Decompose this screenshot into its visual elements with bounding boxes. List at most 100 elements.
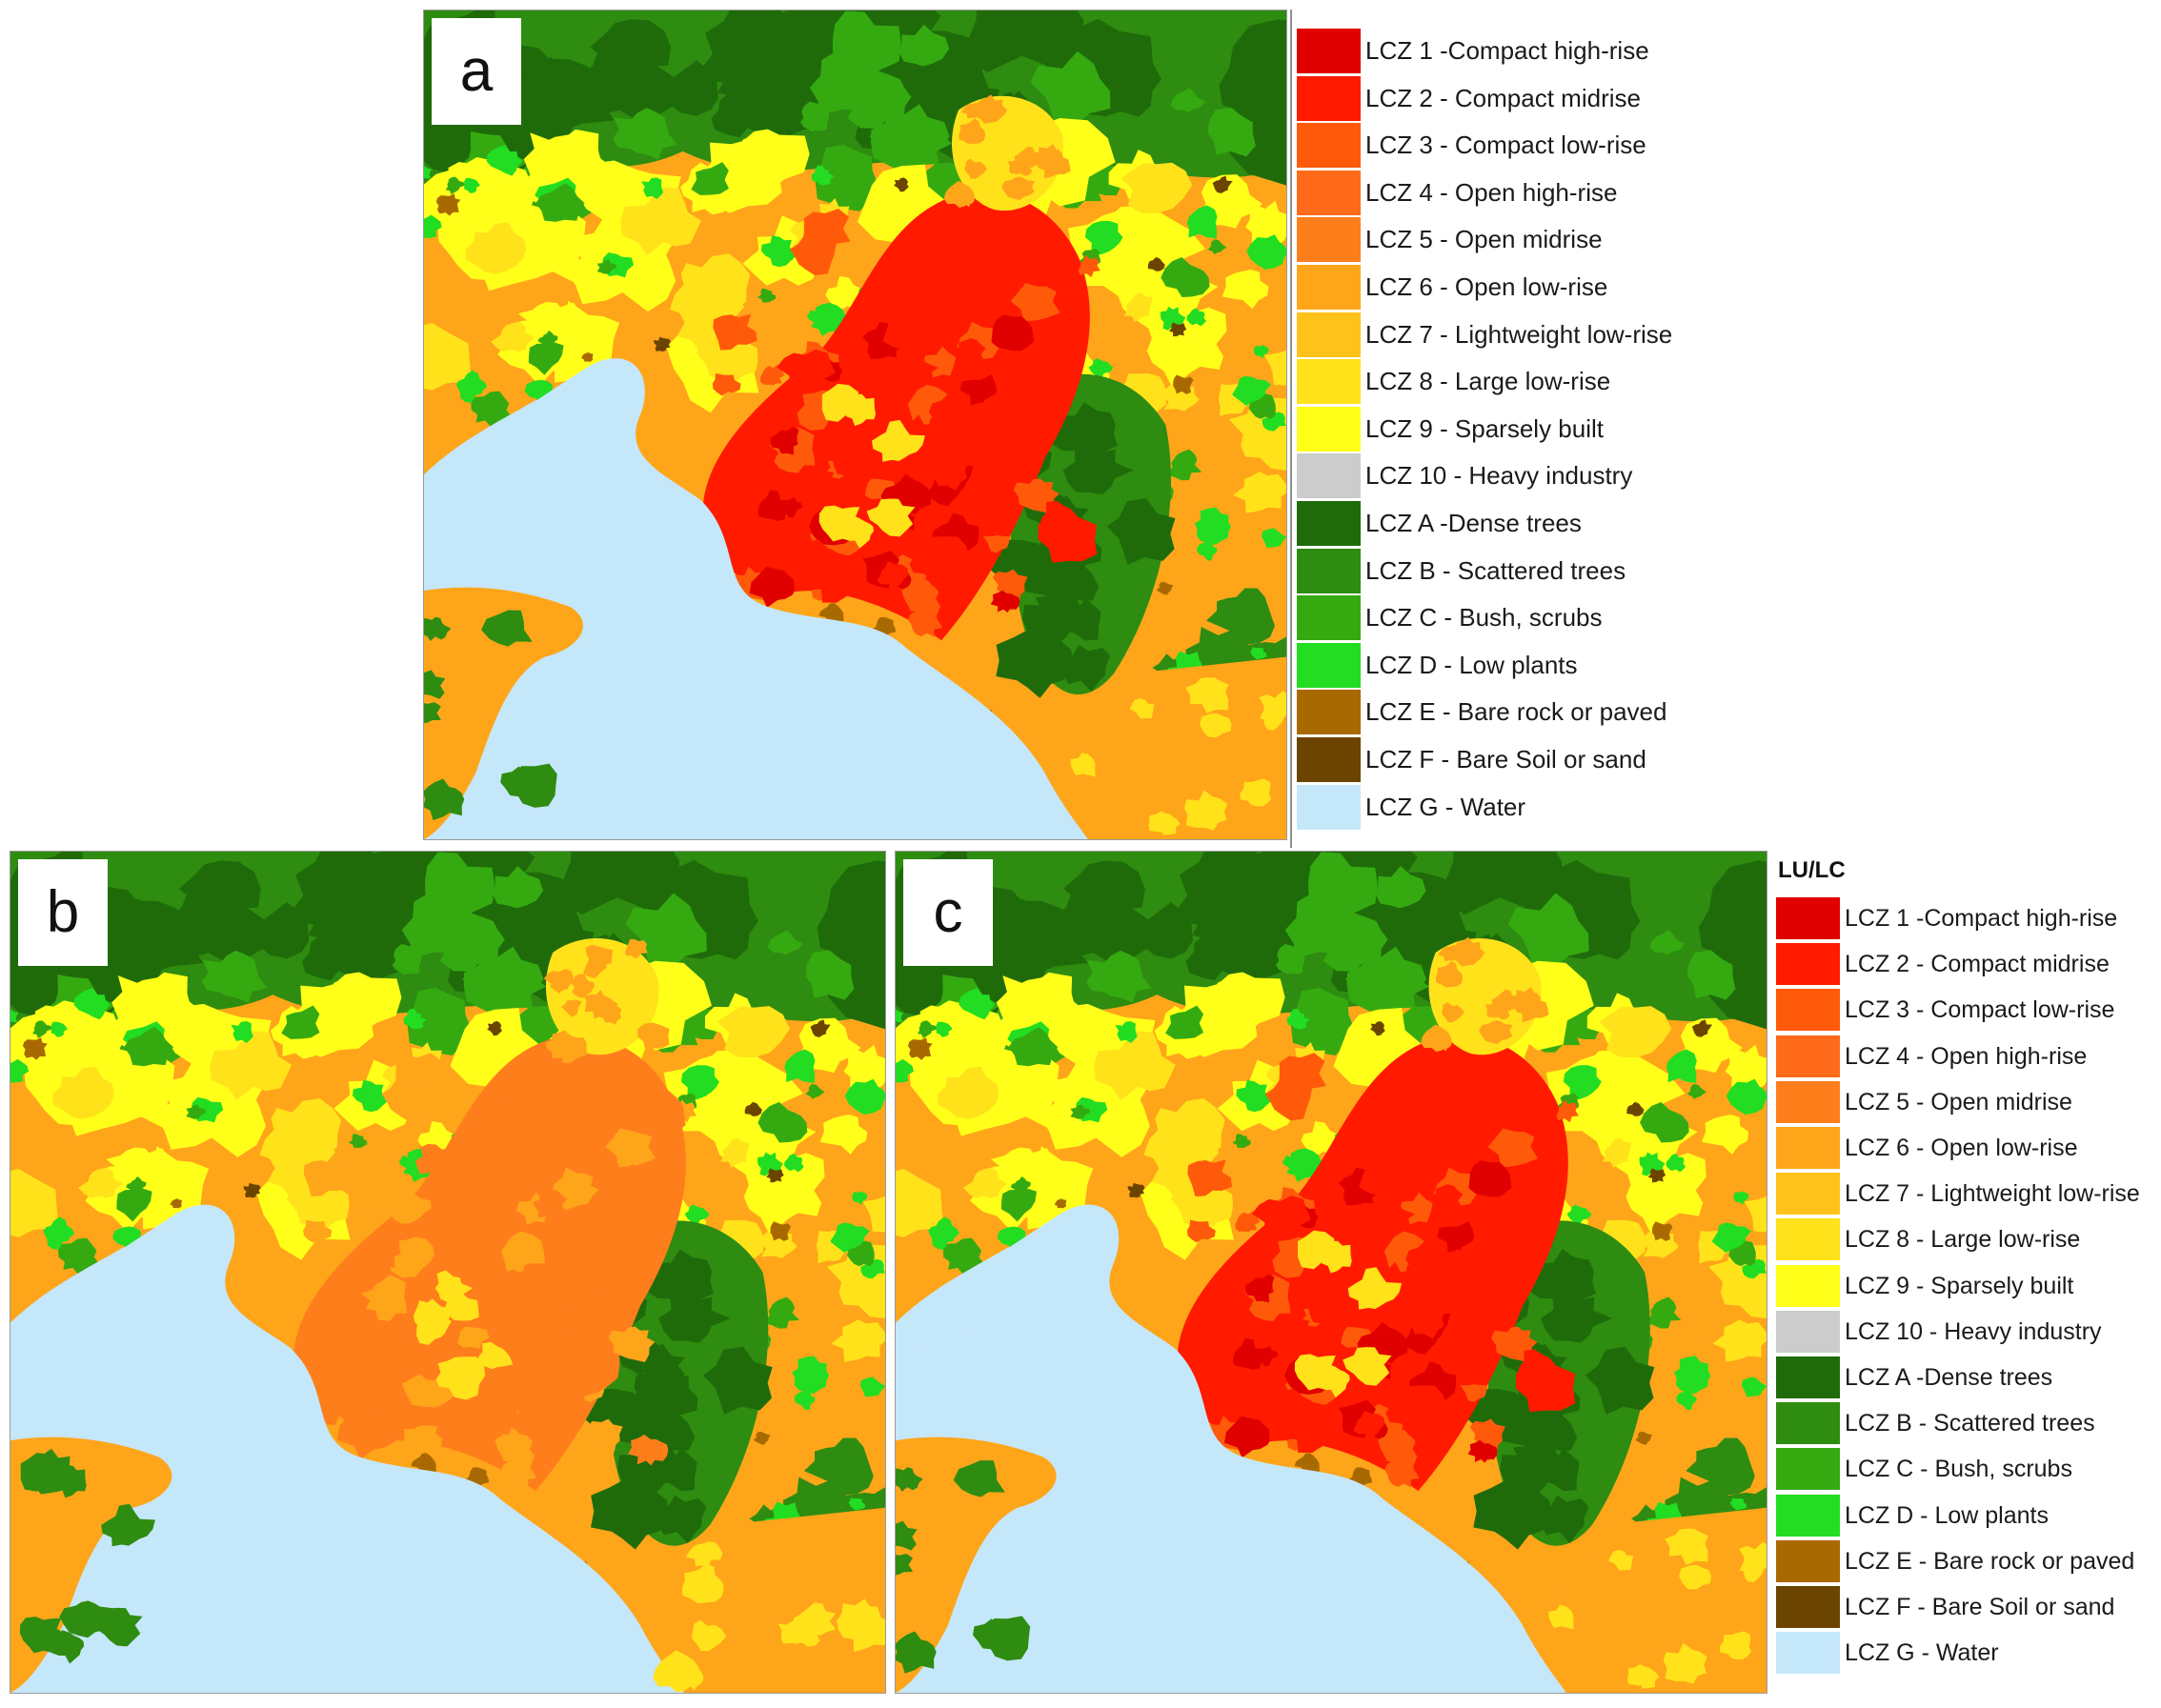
compact-midrise bbox=[952, 337, 986, 371]
forest-dense bbox=[70, 898, 170, 994]
urban-rim bbox=[303, 1219, 333, 1243]
low-plants bbox=[398, 1155, 415, 1170]
bush bbox=[348, 1134, 368, 1148]
low-plants bbox=[1246, 234, 1286, 271]
large-lowrise bbox=[1123, 292, 1153, 323]
low-plants bbox=[1115, 1021, 1138, 1043]
low-plants bbox=[928, 1216, 959, 1251]
legend-label: LCZ G - Water bbox=[1845, 1639, 1999, 1667]
bush bbox=[691, 162, 729, 195]
lcz-map-c bbox=[896, 852, 1767, 1693]
open-midrise bbox=[495, 1288, 563, 1346]
lowplants-se bbox=[848, 1497, 866, 1511]
forest-east-dense bbox=[1540, 1495, 1589, 1544]
lowplants-se bbox=[1194, 507, 1231, 545]
urban-rim bbox=[760, 364, 785, 386]
legend-label: LCZ 2 - Compact midrise bbox=[1845, 951, 2110, 978]
bare-soil bbox=[1691, 1019, 1713, 1037]
urban-north-mix bbox=[545, 1030, 581, 1059]
compact-midrise bbox=[1403, 1299, 1445, 1339]
urban-north-mix bbox=[560, 999, 582, 1017]
forest-east-dense bbox=[1473, 1481, 1552, 1550]
legend-label: LCZ E - Bare rock or paved bbox=[1845, 1547, 2135, 1575]
bare-rock bbox=[1635, 1431, 1652, 1445]
low-plants bbox=[844, 1078, 885, 1115]
urban-rim bbox=[1469, 1418, 1505, 1448]
bush bbox=[1070, 1104, 1091, 1119]
bush bbox=[1640, 1101, 1689, 1143]
urban-rim bbox=[982, 534, 1011, 553]
map-panel-a: a bbox=[423, 10, 1287, 840]
lowplants-se bbox=[1197, 542, 1218, 561]
bush bbox=[1686, 1083, 1707, 1099]
panel-label-a: a bbox=[432, 18, 521, 125]
large-lowrise-core bbox=[1347, 1267, 1403, 1310]
peninsula-forest bbox=[25, 1448, 77, 1495]
open-midrise bbox=[507, 1407, 538, 1437]
bush bbox=[596, 259, 617, 274]
legend-swatch bbox=[1776, 943, 1840, 986]
compact-midrise bbox=[909, 536, 969, 589]
bush bbox=[764, 1296, 800, 1329]
compact-midrise bbox=[805, 464, 835, 491]
large-lowrise-core bbox=[413, 1298, 452, 1330]
urban-rim bbox=[381, 1076, 429, 1121]
low-plants bbox=[1160, 306, 1186, 331]
bush bbox=[445, 176, 465, 195]
large-lowrise bbox=[620, 187, 701, 256]
low-plants bbox=[959, 988, 996, 1020]
forest-dense bbox=[1219, 19, 1286, 145]
compact-midrise bbox=[882, 311, 925, 351]
large-lowrise bbox=[719, 1137, 750, 1169]
forest-east-dense bbox=[1513, 1437, 1559, 1477]
compact-midrise bbox=[1385, 1385, 1445, 1438]
lowplants-se bbox=[1729, 1497, 1747, 1511]
forest-scattered bbox=[401, 893, 485, 957]
forest-se bbox=[1686, 1437, 1755, 1496]
bush bbox=[471, 391, 513, 427]
lowplants-se bbox=[1676, 1391, 1697, 1411]
legend-label: LCZ F - Bare Soil or sand bbox=[1365, 745, 1646, 774]
forest-scattered bbox=[814, 144, 877, 211]
sparse-built bbox=[819, 1114, 868, 1155]
compact-midrise bbox=[1459, 1227, 1522, 1287]
forest-east-dense bbox=[1061, 644, 1111, 693]
urban-rim bbox=[501, 1458, 536, 1488]
urban-north-mix bbox=[1442, 1001, 1464, 1023]
legend-swatch bbox=[1297, 737, 1361, 782]
compact-midrise bbox=[928, 393, 970, 427]
coast-se-mix bbox=[1200, 713, 1232, 738]
low-plants bbox=[1186, 205, 1218, 239]
legend-label: LCZ 7 - Lightweight low-rise bbox=[1845, 1180, 2140, 1208]
peninsula-forest bbox=[481, 610, 533, 647]
bush bbox=[1000, 1188, 1037, 1222]
large-lowrise-core bbox=[866, 498, 916, 537]
low-plants bbox=[896, 1009, 904, 1022]
legend-swatch bbox=[1297, 784, 1361, 830]
forest-dense bbox=[817, 860, 885, 989]
open-midrise bbox=[336, 1404, 400, 1460]
compact-midrise bbox=[781, 539, 848, 593]
compact-highrise bbox=[991, 314, 1035, 352]
compact-highrise bbox=[749, 566, 798, 609]
low-plants bbox=[684, 1204, 710, 1225]
bare-rock bbox=[818, 602, 844, 625]
urban-rim bbox=[587, 1418, 623, 1448]
compact-midrise bbox=[1405, 1240, 1447, 1275]
low-plants bbox=[936, 1021, 953, 1037]
low-plants bbox=[1733, 1191, 1749, 1205]
urban-rim bbox=[1341, 1326, 1373, 1350]
forest-scattered bbox=[1376, 866, 1426, 909]
low-plants bbox=[852, 1191, 868, 1205]
large-lowrise bbox=[491, 321, 535, 352]
low-plants bbox=[1666, 1153, 1686, 1173]
forest-east-dense bbox=[1541, 1294, 1613, 1343]
peninsula-forest bbox=[953, 1459, 1005, 1497]
compact-midrise bbox=[1038, 513, 1098, 563]
forest-scattered bbox=[201, 950, 268, 1003]
open-midrise bbox=[556, 1336, 620, 1397]
large-lowrise bbox=[1263, 350, 1286, 386]
forest-east-dense bbox=[657, 1495, 707, 1544]
legend-label: LCZ D - Low plants bbox=[1365, 650, 1578, 679]
peninsula-forest bbox=[424, 616, 452, 641]
